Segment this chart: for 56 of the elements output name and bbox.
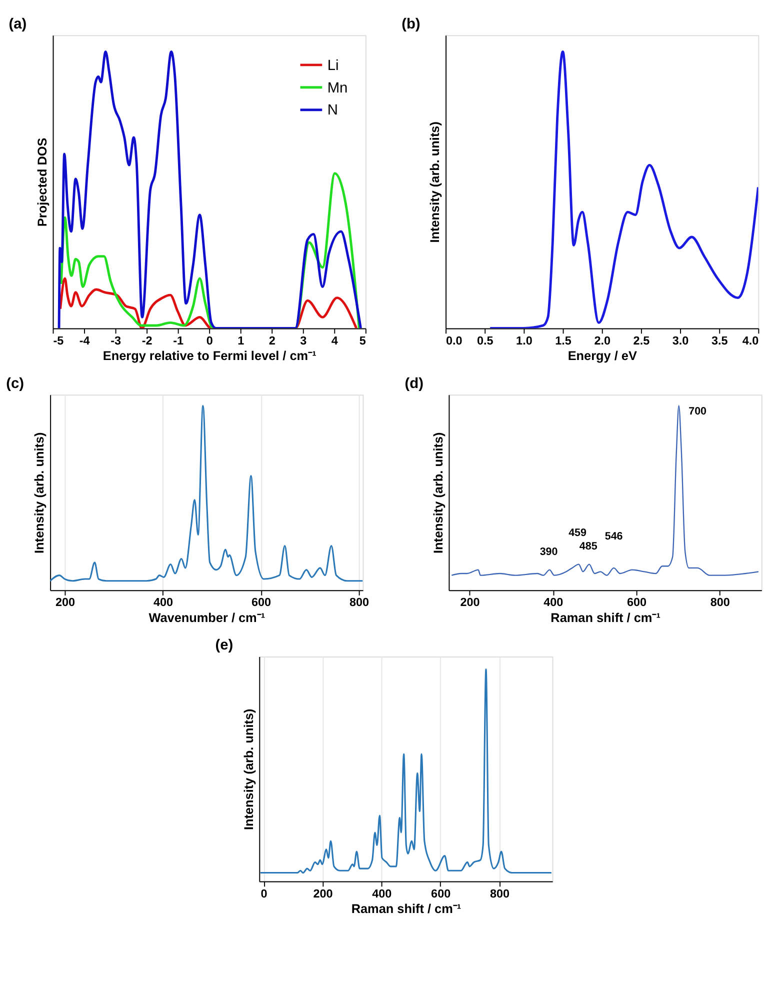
legend-label: Mn	[327, 80, 348, 96]
x-tick-label: 4	[331, 334, 338, 348]
x-tick-label: 1	[238, 334, 245, 348]
x-tick-label: 600	[252, 596, 272, 610]
annotation: 459	[568, 526, 587, 539]
x-tick-label: -1	[173, 334, 184, 348]
annotation: 546	[604, 530, 623, 543]
x-tick-label: -3	[110, 334, 122, 348]
x-tick-label: 800	[710, 596, 730, 610]
chart-title: (a)	[8, 16, 27, 32]
x-tick-label: 600	[627, 596, 648, 610]
x-tick-label: 2.0	[594, 334, 611, 348]
x-tick-label: 1.5	[555, 334, 572, 348]
x-tick-label: -4	[79, 334, 90, 348]
x-tick-label: 800	[490, 887, 510, 900]
x-tick-label: -2	[142, 334, 153, 348]
x-tick-label: 400	[544, 596, 564, 610]
x-tick-label: -5	[53, 334, 64, 348]
annotation: 485	[579, 540, 598, 553]
x-tick-label: 2	[268, 334, 276, 348]
chart-title: (c)	[6, 376, 24, 392]
x-tick-label: 0	[206, 334, 214, 348]
x-tick-label: 3	[300, 334, 308, 348]
x-axis-title: Energy relative to Fermi level / cm⁻¹	[102, 348, 316, 363]
chart-title: (b)	[402, 16, 420, 32]
x-tick-label: 200	[313, 887, 334, 900]
legend-label: N	[327, 102, 338, 119]
x-axis-title: Wavenumber / cm⁻¹	[148, 610, 266, 625]
x-tick-label: 0.0	[446, 334, 463, 348]
y-axis-title: Intensity (arb. units)	[242, 708, 256, 830]
x-axis-title: Raman shift / cm⁻¹	[550, 610, 660, 625]
y-axis-title: Intensity (arb. units)	[428, 122, 442, 243]
x-axis-title: Raman shift / cm⁻¹	[351, 902, 462, 916]
x-tick-label: 800	[350, 596, 370, 610]
x-axis-title: Energy / eV	[568, 348, 638, 363]
legend-label: Li	[327, 58, 339, 74]
x-tick-label: 200	[55, 596, 76, 610]
x-tick-label: 0	[260, 887, 268, 900]
annotation: 700	[688, 406, 707, 418]
y-axis-title: Intensity (arb. units)	[431, 432, 446, 554]
x-tick-label: 200	[460, 596, 480, 610]
chart-title: (d)	[404, 376, 424, 392]
x-tick-label: 400	[372, 887, 392, 900]
x-tick-label: 600	[431, 887, 452, 900]
x-tick-label: 2.5	[633, 334, 650, 348]
x-tick-label: 0.5	[476, 334, 494, 348]
y-axis-title: Intensity (arb. units)	[32, 432, 47, 554]
x-tick-label: 3.5	[711, 334, 728, 348]
x-tick-label: 400	[153, 596, 174, 610]
x-tick-label: 5	[359, 334, 366, 348]
x-tick-label: 1.0	[516, 334, 533, 348]
y-axis-title: Projected DOS	[35, 138, 50, 227]
annotation: 390	[540, 546, 558, 558]
x-tick-label: 3.0	[672, 334, 690, 348]
x-tick-label: 4.0	[742, 334, 760, 348]
chart-title: (e)	[215, 638, 234, 654]
